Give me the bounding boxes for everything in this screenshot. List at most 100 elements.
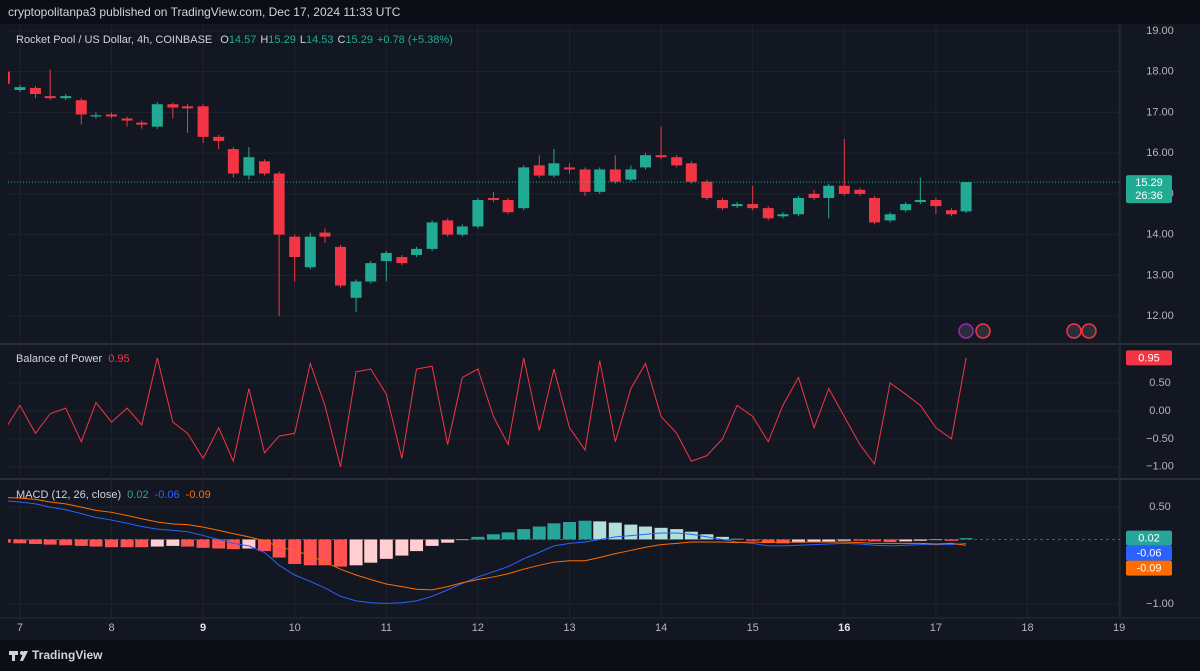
hist-label: 0.02	[1138, 533, 1159, 545]
candle-body	[335, 246, 347, 286]
symbol-legend: Rocket Pool / US Dollar, 4h, COINBASE O14…	[16, 34, 453, 46]
candle-body	[671, 157, 683, 166]
histogram-bar	[837, 539, 851, 541]
histogram-bar	[425, 539, 439, 546]
ohlc-letter: O	[220, 34, 229, 46]
y-tick-label: 16.00	[1146, 147, 1174, 159]
pane-macd	[8, 497, 973, 604]
candle-body	[243, 157, 255, 176]
y-tick-label: −1.00	[1146, 598, 1174, 610]
histogram-bar	[593, 521, 607, 540]
candle-body	[777, 214, 789, 217]
event-icon	[1066, 323, 1082, 339]
histogram-bar	[761, 539, 775, 543]
histogram-bar	[8, 539, 11, 543]
candle-body	[792, 197, 804, 215]
macd-line	[8, 500, 967, 604]
bop-line	[8, 357, 967, 467]
histogram-bar	[532, 526, 546, 540]
ohlc-value: 14.53	[306, 34, 334, 46]
candle-body	[914, 200, 926, 203]
last-price-label-box	[1126, 175, 1172, 204]
candle-body	[90, 115, 102, 117]
ohlc-value: 15.29	[345, 34, 373, 46]
indicator-value: 0.95	[108, 353, 129, 365]
histogram-bar	[59, 539, 73, 546]
y-tick-label: −1.00	[1146, 461, 1174, 473]
histogram-bar	[929, 539, 943, 541]
candle-body	[44, 96, 56, 99]
candle-body	[625, 169, 637, 180]
candle-body	[14, 87, 26, 90]
histogram-bar	[517, 529, 531, 540]
candle-body	[594, 169, 606, 192]
candle-body	[213, 136, 225, 141]
ohlc-letter: L	[300, 34, 306, 46]
hist-label-box	[1126, 530, 1172, 546]
candle-body	[640, 155, 652, 168]
histogram-bar	[883, 539, 897, 543]
macd-value: -0.06	[155, 489, 180, 501]
histogram-bar	[746, 539, 760, 541]
histogram-bar	[212, 539, 226, 549]
candle-body	[396, 257, 408, 264]
candle-body	[854, 189, 866, 194]
x-tick-label: 9	[200, 622, 206, 634]
candle-body	[609, 169, 621, 182]
candle-body	[380, 252, 392, 262]
histogram-bar	[455, 539, 469, 541]
bop-label-box	[1126, 350, 1172, 366]
histogram-bar	[471, 536, 485, 540]
histogram-bar	[501, 532, 515, 540]
histogram-bar	[379, 539, 393, 559]
pane-line	[8, 357, 967, 467]
candle-body	[289, 236, 301, 258]
y-tick-label: 0.50	[1149, 377, 1170, 389]
candle-body	[762, 208, 774, 219]
histogram-bar	[547, 523, 561, 540]
event-icon	[958, 323, 974, 339]
candle-body	[411, 248, 423, 255]
y-tick-label: 17.00	[1146, 106, 1174, 118]
histogram-bar	[120, 539, 134, 548]
candle-body	[121, 118, 133, 121]
candle-body	[197, 106, 209, 137]
y-tick-label: 14.00	[1146, 229, 1174, 241]
indicator-title: MACD (12, 26, close)	[16, 489, 121, 501]
candle-body	[731, 204, 743, 207]
candle-body	[579, 169, 591, 192]
tv-logo	[9, 651, 28, 661]
histogram-bar	[853, 539, 867, 541]
candle-body	[533, 165, 545, 176]
candle-body	[227, 149, 239, 174]
histogram-bar	[913, 539, 927, 541]
indicator-legend: MACD (12, 26, close) 0.02 -0.06 -0.09	[16, 489, 211, 501]
last-price-label: 26:36	[1135, 190, 1163, 202]
hist-value: 0.02	[127, 489, 148, 501]
publisher-text: cryptopolitanpa3 published on TradingVie…	[8, 5, 401, 19]
x-tick-label: 17	[930, 622, 942, 634]
histogram-bar	[135, 539, 149, 548]
candle-body	[182, 106, 194, 109]
y-tick-label: 19.00	[1146, 25, 1174, 37]
histogram-bar	[486, 534, 500, 540]
histogram-bar	[196, 539, 210, 548]
histogram-bar	[868, 539, 882, 542]
x-tick-label: 18	[1021, 622, 1033, 634]
x-tick-label: 10	[289, 622, 301, 634]
candle-body	[75, 100, 87, 115]
histogram-bar	[578, 520, 592, 540]
x-tick-label: 19	[1113, 622, 1125, 634]
histogram-bar	[791, 539, 805, 543]
histogram-bar	[74, 539, 88, 546]
last-price-label: 15.29	[1135, 177, 1163, 189]
histogram-bar	[608, 522, 622, 540]
x-tick-label: 12	[472, 622, 484, 634]
candle-body	[685, 163, 697, 182]
y-tick-label: 12.00	[1146, 310, 1174, 322]
histogram-bar	[944, 539, 958, 541]
brand: TradingView	[32, 648, 103, 662]
candle-body	[502, 200, 514, 213]
histogram-bar	[242, 539, 256, 549]
histogram-bar	[639, 526, 653, 540]
